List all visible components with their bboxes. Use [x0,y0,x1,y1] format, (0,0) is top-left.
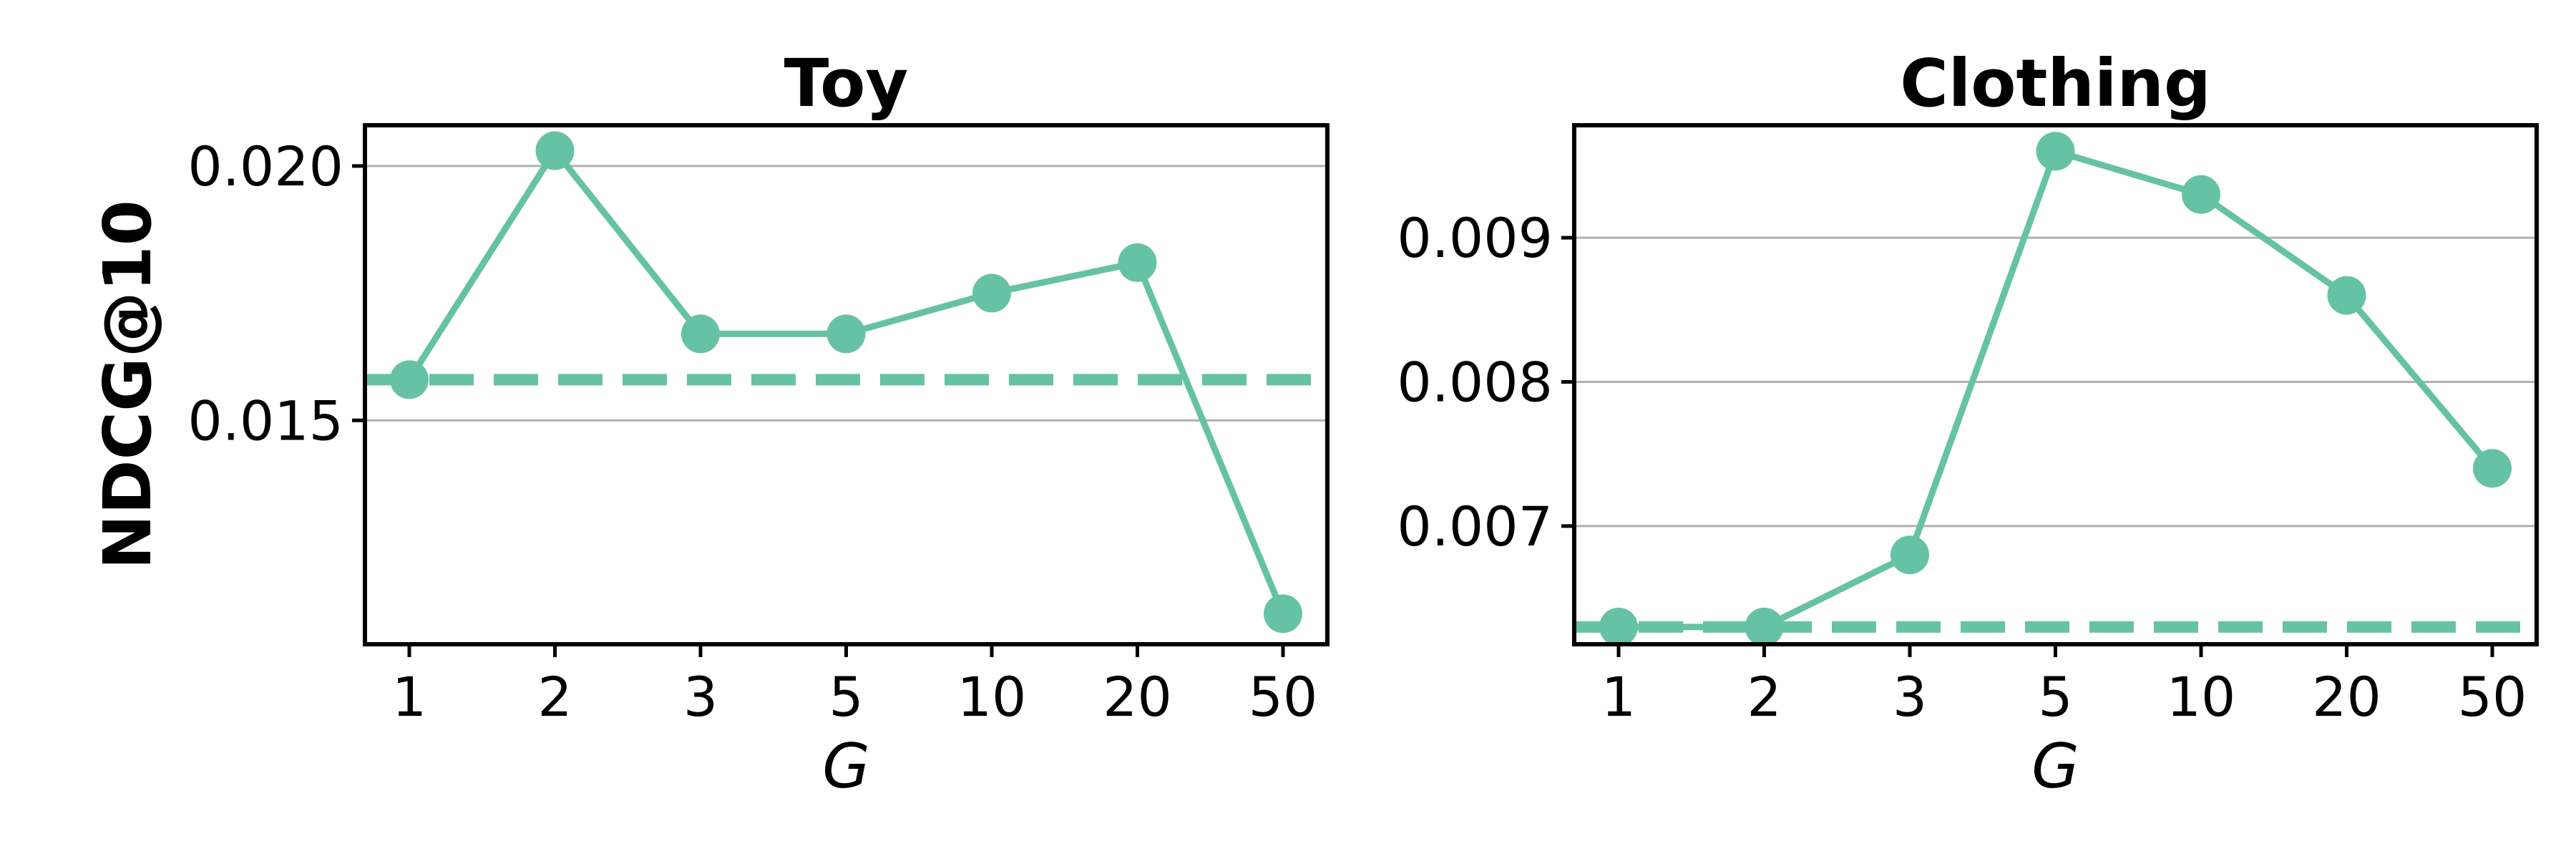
data-point-2 [535,131,575,170]
y-axis-label: NDCG@10 [89,200,166,569]
y-tick-label: 0.015 [187,389,343,452]
chart-title: Toy [784,45,909,122]
data-point-1 [390,360,429,399]
chart-panel-2: 0.007 0.008 0.009 1 2 3 5 10 20 50 Clothing G [1397,45,2539,802]
y-tick-label: 0.009 [1397,206,1553,270]
x-tick-label: 20 [1103,665,1172,729]
axes-frame [1572,123,2539,646]
data-point-10 [972,273,1011,313]
x-axis-label: G [822,731,870,802]
y-tick-label: 0.007 [1397,495,1553,558]
data-point-1 [1599,607,1638,646]
data-point-20 [2327,276,2366,315]
data-point-5 [826,314,866,354]
y-tick-label: 0.020 [187,135,343,198]
x-tick-label: 1 [1601,665,1636,729]
x-tick-label: 3 [1893,665,1927,729]
data-point-2 [1745,607,1784,646]
data-point-3 [1890,535,1929,575]
x-tick-label: 5 [2038,665,2072,729]
x-tick-label: 10 [957,665,1027,729]
y-tick-label: 0.008 [1397,350,1553,414]
x-tick-label: 50 [1249,665,1318,729]
chart-panel-1: 0.015 0.020 1 2 3 5 10 20 50 Toy G NDCG@10 [89,45,1330,802]
data-point-3 [681,314,720,354]
x-axis-label: G [2031,731,2079,802]
x-tick-label: 3 [683,665,718,729]
series-line [1619,147,2495,631]
x-tick-label: 50 [2458,665,2527,729]
x-tick-label: 10 [2167,665,2236,729]
x-tick-label: 20 [2312,665,2381,729]
x-tick-label: 5 [829,665,863,729]
data-point-10 [2182,175,2220,214]
chart-title: Clothing [1900,45,2211,122]
x-tick-label: 1 [392,665,426,729]
data-point-50 [1264,594,1302,634]
x-tick-label: 2 [537,665,572,729]
data-point-5 [2036,132,2075,171]
x-tick-label: 2 [1747,665,1781,729]
data-point-50 [2473,449,2512,488]
data-point-20 [1118,243,1157,282]
